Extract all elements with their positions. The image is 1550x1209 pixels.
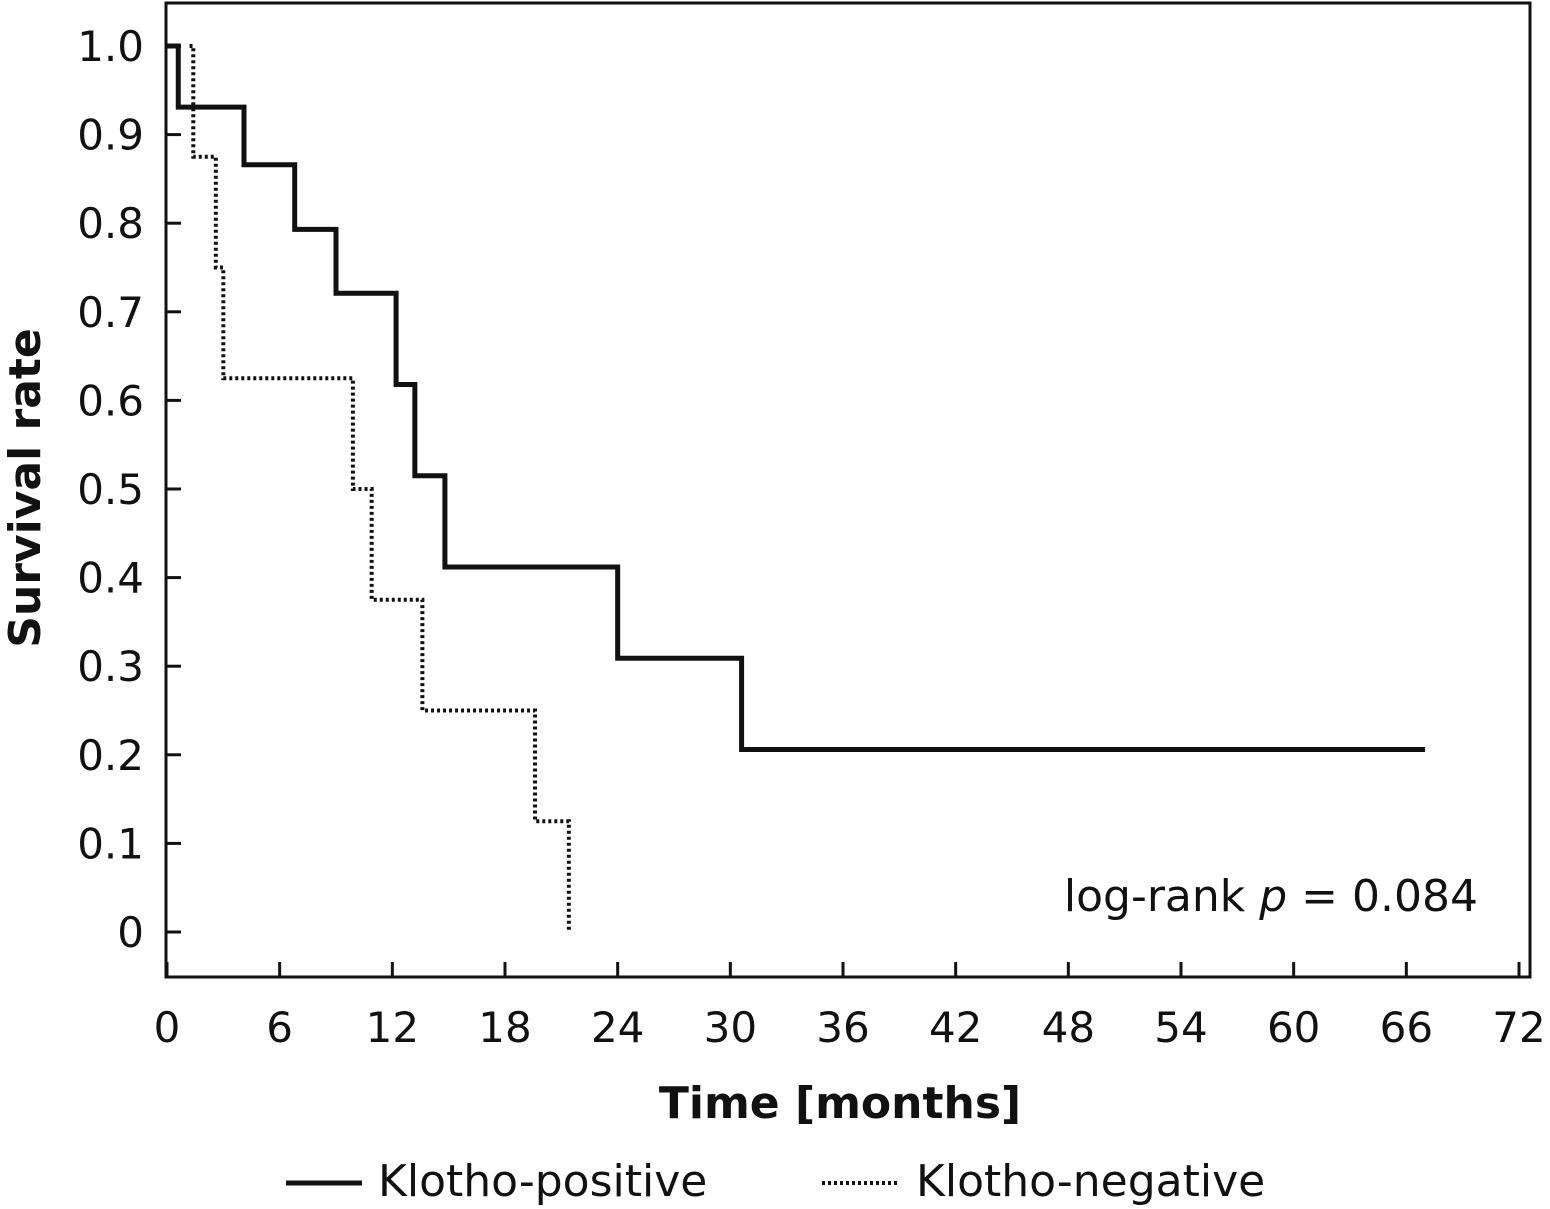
x-tick-label: 0 <box>154 1003 181 1052</box>
x-tick-label: 36 <box>816 1003 869 1052</box>
legend-label-positive: Klotho-positive <box>378 1156 707 1207</box>
y-tick-label: 0.9 <box>77 111 144 160</box>
y-tick-label: 0.5 <box>77 465 144 514</box>
annotation-suffix: = 0.084 <box>1287 871 1478 922</box>
legend-label-negative: Klotho-negative <box>916 1156 1265 1207</box>
x-axis-title: Time [months] <box>659 1078 1021 1129</box>
x-tick-label: 48 <box>1042 1003 1095 1052</box>
y-tick-label: 1.0 <box>77 22 144 71</box>
x-tick-label: 60 <box>1267 1003 1320 1052</box>
x-tick-label: 66 <box>1380 1003 1433 1052</box>
y-tick-label: 0.2 <box>77 731 144 780</box>
annotation-italic: p <box>1258 871 1287 922</box>
y-tick-label: 0.1 <box>77 819 144 868</box>
series-klotho-positive-line <box>167 43 1426 752</box>
series-layer <box>167 43 1426 932</box>
y-tick-label: 0.3 <box>77 642 144 691</box>
x-axis-ticks: 0 6 12 18 24 30 36 42 48 54 60 66 72 <box>154 962 1546 1052</box>
y-axis-title: Survival rate <box>0 328 51 648</box>
x-tick-label: 12 <box>366 1003 419 1052</box>
x-tick-label: 24 <box>591 1003 644 1052</box>
x-tick-label: 42 <box>929 1003 982 1052</box>
annotation-text: log-rank p = 0.084 <box>1064 871 1478 922</box>
y-axis-ticks: 0 0.1 0.2 0.3 0.4 0.5 0.6 0.7 0.8 0.9 1.0 <box>77 22 181 957</box>
x-tick-label: 54 <box>1154 1003 1207 1052</box>
y-tick-label: 0.8 <box>77 199 144 248</box>
legend: Klotho-positive Klotho-negative <box>286 1156 1265 1207</box>
y-tick-label: 0 <box>117 908 144 957</box>
annotation-prefix: log-rank <box>1064 871 1259 922</box>
y-tick-label: 0.7 <box>77 288 144 337</box>
x-tick-label: 18 <box>478 1003 531 1052</box>
x-tick-label: 6 <box>266 1003 293 1052</box>
series-klotho-negative-line <box>189 44 571 932</box>
x-tick-label: 30 <box>704 1003 757 1052</box>
y-tick-label: 0.4 <box>77 554 144 603</box>
x-tick-label: 72 <box>1492 1003 1545 1052</box>
y-tick-label: 0.6 <box>77 376 144 425</box>
